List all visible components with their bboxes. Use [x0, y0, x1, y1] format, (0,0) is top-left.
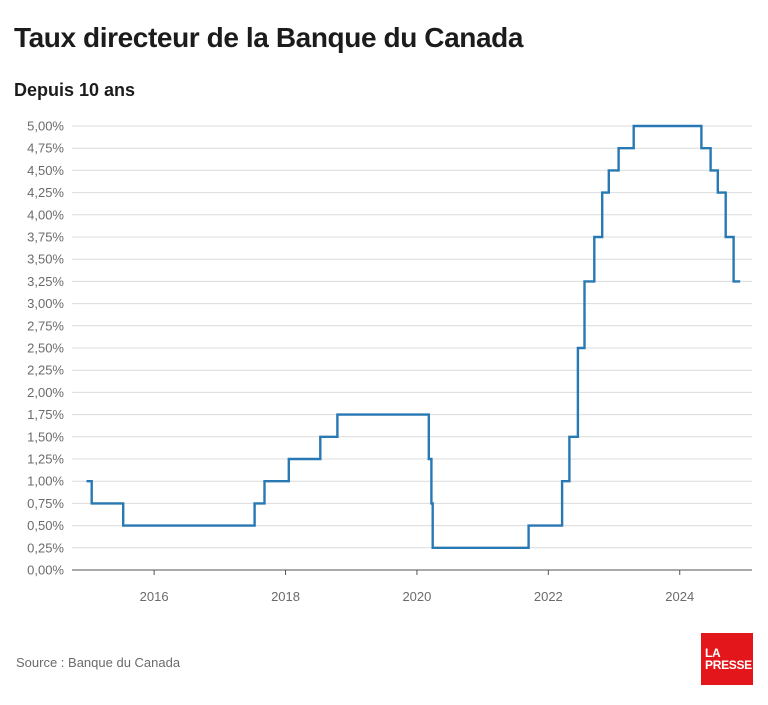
x-tick-label: 2020 [402, 589, 431, 604]
rate-change-point [601, 191, 603, 193]
rate-change-point [430, 502, 432, 504]
y-tick-label: 2,75% [27, 318, 64, 333]
y-tick-label: 0,75% [27, 496, 64, 511]
y-tick-label: 3,50% [27, 252, 64, 267]
rate-change-point [428, 458, 430, 460]
rate-change-point [633, 125, 635, 127]
rate-change-point [263, 480, 265, 482]
y-tick-label: 4,50% [27, 163, 64, 178]
chart-subtitle: Depuis 10 ans [14, 80, 136, 100]
rate-change-point [700, 147, 702, 149]
x-tick-label: 2016 [140, 589, 169, 604]
rate-change-point [617, 147, 619, 149]
rate-change-point [85, 480, 87, 482]
rate-change-point [643, 125, 645, 127]
y-tick-label: 0,00% [27, 563, 64, 578]
rate-change-point [577, 347, 579, 349]
y-tick-label: 3,00% [27, 296, 64, 311]
rate-change-point [709, 169, 711, 171]
y-tick-label: 1,00% [27, 474, 64, 489]
la-presse-logo: LA PRESSE [701, 633, 753, 685]
logo-line-2: PRESSE [705, 658, 752, 672]
rate-change-point [568, 436, 570, 438]
y-tick-label: 1,75% [27, 407, 64, 422]
chart-title: Taux directeur de la Banque du Canada [14, 22, 524, 53]
y-tick-label: 1,25% [27, 452, 64, 467]
rate-change-point [732, 280, 734, 282]
x-tick-label: 2022 [534, 589, 563, 604]
x-tick-label: 2018 [271, 589, 300, 604]
y-tick-label: 2,25% [27, 363, 64, 378]
rate-change-point [583, 280, 585, 282]
y-tick-label: 0,50% [27, 518, 64, 533]
rate-change-point [288, 458, 290, 460]
y-tick-label: 5,00% [27, 119, 64, 134]
logo-line-1: LA [705, 646, 721, 660]
rate-change-point [91, 502, 93, 504]
rate-change-point [739, 280, 741, 282]
y-tick-label: 0,25% [27, 540, 64, 555]
rate-change-point [717, 191, 719, 193]
y-tick-label: 4,25% [27, 185, 64, 200]
y-tick-label: 3,75% [27, 230, 64, 245]
rate-change-point [725, 236, 727, 238]
rate-change-point [608, 169, 610, 171]
rate-change-point [431, 547, 433, 549]
y-tick-label: 2,00% [27, 385, 64, 400]
y-tick-label: 2,50% [27, 341, 64, 356]
source-note: Source : Banque du Canada [16, 655, 181, 670]
y-tick-label: 4,75% [27, 141, 64, 156]
y-tick-label: 3,25% [27, 274, 64, 289]
rate-change-point [122, 524, 124, 526]
rate-change-point [336, 413, 338, 415]
rate-change-point [527, 524, 529, 526]
rate-chart: 0,00% 0,25% 0,50% 0,75% 1,00% 1,25% 1,50% 1,75%… [27, 119, 752, 604]
y-tick-label: 4,00% [27, 207, 64, 222]
rate-change-point [319, 436, 321, 438]
rate-series-line [86, 124, 741, 549]
x-tick-label: 2024 [665, 589, 694, 604]
rate-change-point [253, 502, 255, 504]
rate-change-point [561, 480, 563, 482]
y-tick-label: 1,50% [27, 429, 64, 444]
rate-change-point [593, 236, 595, 238]
